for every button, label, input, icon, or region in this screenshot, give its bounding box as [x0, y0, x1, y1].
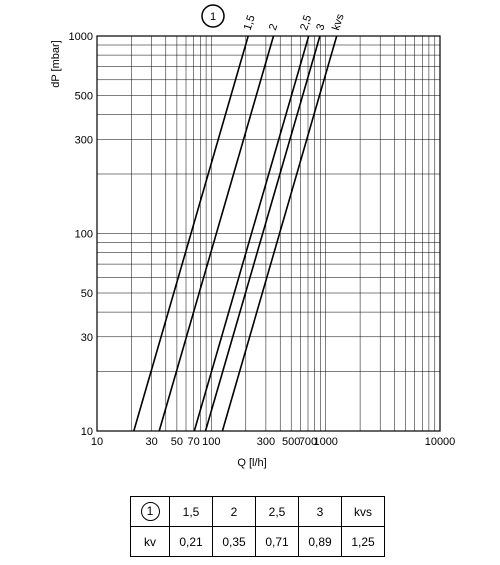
- chart-grid: [97, 36, 440, 431]
- x-tick-label: 50: [171, 436, 183, 448]
- series-line: [221, 35, 338, 432]
- x-tick-label: 70: [187, 436, 199, 448]
- y-tick-label: 1000: [69, 31, 93, 43]
- y-tick-labels: 10 30 50 100 300 500 1000: [69, 31, 93, 438]
- y-tick-label: 500: [75, 91, 93, 103]
- table-header-row: 1 1,5 2 2,5 3 kvs: [130, 496, 385, 527]
- table-kv-row: kv 0,21 0,35 0,71 0,89 1,25: [130, 526, 385, 557]
- x-tick-label: 700: [299, 436, 317, 448]
- series-label: kvs: [330, 12, 347, 32]
- table-header-cell: 2: [212, 496, 256, 527]
- series-label: 3: [314, 22, 327, 32]
- table-cell: 0,89: [298, 526, 342, 557]
- table-header-cell: 3: [298, 496, 342, 527]
- series-label: 2,5: [298, 14, 314, 32]
- series-label: 1,5: [242, 14, 258, 32]
- series-line: [158, 35, 275, 432]
- table-row-label: kv: [130, 526, 170, 557]
- table-header-cell: kvs: [341, 496, 385, 527]
- y-tick-label: 100: [75, 229, 93, 241]
- x-axis-label: Q [l/h]: [237, 457, 266, 469]
- marker-circle: 1: [201, 4, 225, 28]
- plot-frame: [96, 35, 441, 432]
- y-tick-label: 50: [81, 288, 93, 300]
- series-line: [204, 35, 321, 432]
- table-marker-circle: 1: [140, 502, 160, 521]
- table-header-cell: 2,5: [255, 496, 299, 527]
- x-tick-label: 300: [257, 436, 275, 448]
- series-line: [133, 35, 249, 432]
- x-tick-label: 500: [282, 436, 300, 448]
- y-axis-label: dP [mbar]: [50, 40, 62, 88]
- marker-number: 1: [210, 11, 216, 23]
- table-cell: 0,71: [255, 526, 299, 557]
- x-tick-label: 100: [202, 436, 220, 448]
- y-tick-label: 300: [75, 134, 93, 146]
- x-tick-label: 10: [91, 436, 103, 448]
- table-cell: 1,25: [341, 526, 385, 557]
- series-line: [193, 35, 310, 432]
- x-tick-label: 30: [145, 436, 157, 448]
- table-header-cell: 1,5: [169, 496, 213, 527]
- y-tick-label: 10: [81, 426, 93, 438]
- table-marker-cell: 1: [130, 496, 170, 527]
- series-labels: 1,5 2 2,5 3 kvs: [242, 12, 347, 32]
- series-lines: [133, 35, 338, 432]
- y-tick-label: 30: [81, 332, 93, 344]
- x-tick-label: 10000: [425, 436, 456, 448]
- table-cell: 0,21: [169, 526, 213, 557]
- series-label: 2: [267, 22, 280, 32]
- kv-table: 1 1,5 2 2,5 3 kvs kv 0,21 0,35 0,71 0,89…: [130, 496, 385, 557]
- table-cell: 0,35: [212, 526, 256, 557]
- x-tick-label: 1000: [313, 436, 337, 448]
